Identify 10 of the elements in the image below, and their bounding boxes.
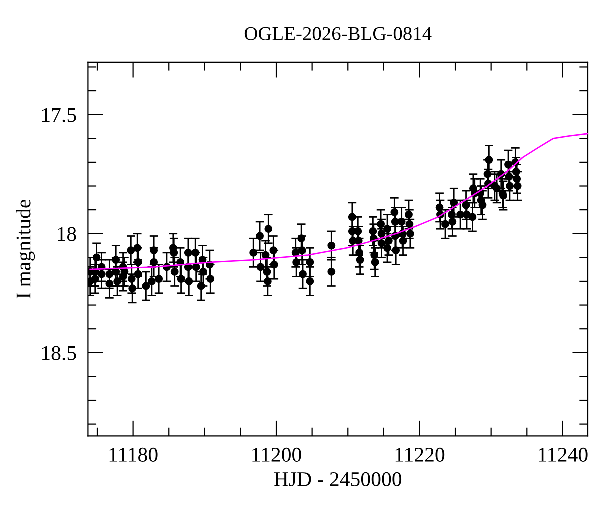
x-tick-label: 11200 xyxy=(252,448,302,462)
chart-title: OGLE-2026-BLG-0814 xyxy=(244,27,432,40)
y-tick-label: 18.5 xyxy=(42,346,76,360)
y-tick-label: 17.5 xyxy=(42,108,76,122)
y-tick-label: 18 xyxy=(58,227,76,242)
y-axis-title: I magnitude xyxy=(16,200,36,299)
x-tick-label: 11180 xyxy=(110,448,158,462)
x-tick-label: 11220 xyxy=(396,448,445,462)
x-tick-label: 11240 xyxy=(539,448,588,462)
x-axis-title: HJD - 2450000 xyxy=(274,472,402,486)
